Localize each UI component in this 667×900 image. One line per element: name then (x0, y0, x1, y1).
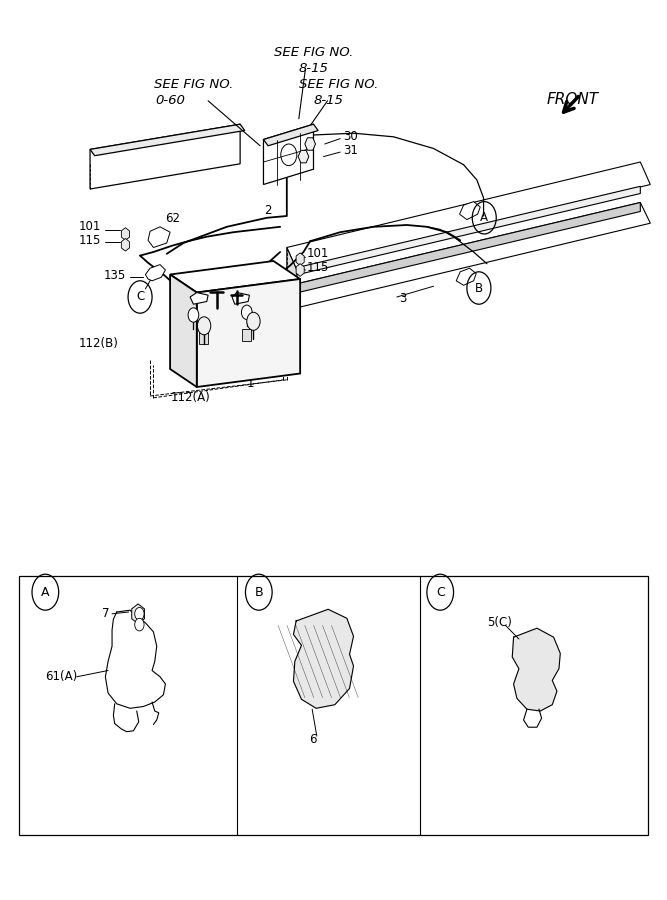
Text: 115: 115 (307, 261, 329, 274)
Polygon shape (242, 328, 251, 341)
Text: 31: 31 (344, 144, 358, 157)
Text: A: A (480, 212, 488, 224)
Polygon shape (148, 227, 170, 248)
Polygon shape (296, 253, 304, 266)
Text: 101: 101 (307, 248, 329, 260)
Text: 112(A): 112(A) (170, 392, 210, 404)
Polygon shape (170, 261, 300, 292)
Polygon shape (287, 186, 640, 277)
Polygon shape (121, 228, 129, 240)
Text: 6: 6 (309, 734, 317, 746)
Polygon shape (90, 124, 245, 156)
Text: FRONT: FRONT (546, 92, 598, 106)
Text: 5(C): 5(C) (487, 616, 512, 629)
Text: SEE FIG NO.: SEE FIG NO. (154, 78, 234, 91)
Polygon shape (121, 238, 129, 251)
Text: 62: 62 (165, 212, 179, 225)
Circle shape (135, 608, 144, 620)
Circle shape (241, 305, 252, 320)
Text: 112(B): 112(B) (79, 338, 119, 350)
Polygon shape (293, 609, 354, 708)
Text: C: C (436, 586, 445, 598)
Polygon shape (197, 279, 300, 387)
Polygon shape (90, 124, 240, 189)
Text: 8-15: 8-15 (313, 94, 343, 107)
Polygon shape (263, 124, 313, 184)
Polygon shape (460, 202, 480, 220)
Text: 61(A): 61(A) (45, 670, 77, 683)
Text: 7: 7 (102, 608, 109, 620)
Polygon shape (512, 628, 560, 711)
Text: 3: 3 (399, 292, 406, 305)
Polygon shape (287, 286, 297, 317)
Polygon shape (232, 292, 249, 304)
Circle shape (135, 618, 144, 631)
Circle shape (247, 312, 260, 330)
Polygon shape (305, 138, 315, 150)
Polygon shape (145, 265, 165, 281)
Polygon shape (131, 604, 145, 624)
Polygon shape (263, 124, 318, 146)
Polygon shape (298, 150, 309, 163)
Polygon shape (170, 274, 197, 387)
Text: 0-60: 0-60 (155, 94, 185, 107)
Circle shape (188, 308, 199, 322)
Text: 8-15: 8-15 (299, 62, 328, 75)
Polygon shape (287, 162, 650, 270)
Text: SEE FIG NO.: SEE FIG NO. (299, 78, 379, 91)
Text: SEE FIG NO.: SEE FIG NO. (273, 46, 354, 58)
Polygon shape (456, 268, 476, 285)
Text: A: A (41, 586, 49, 598)
Polygon shape (199, 331, 208, 344)
Polygon shape (287, 248, 297, 306)
Text: B: B (255, 586, 263, 598)
Text: 2: 2 (264, 204, 271, 217)
Text: 101: 101 (79, 220, 101, 233)
Text: 1: 1 (247, 377, 254, 390)
Text: B: B (475, 282, 483, 294)
Circle shape (197, 317, 211, 335)
Text: C: C (136, 291, 144, 303)
Text: 115: 115 (79, 234, 101, 247)
Polygon shape (296, 264, 304, 276)
Text: 30: 30 (344, 130, 358, 143)
Text: 135: 135 (103, 269, 125, 282)
Polygon shape (287, 202, 650, 308)
Polygon shape (190, 292, 208, 304)
Polygon shape (287, 202, 640, 295)
